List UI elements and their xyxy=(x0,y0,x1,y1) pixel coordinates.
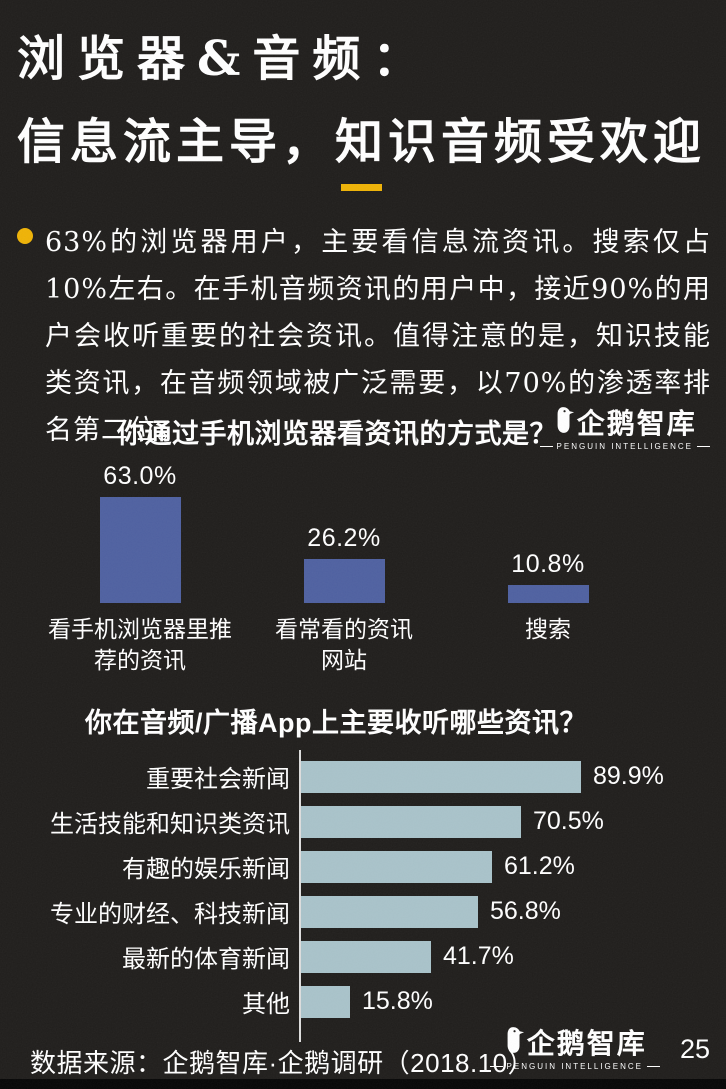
vertical-bar xyxy=(303,559,385,603)
audio-chart-title: 你在音频/广播App上主要收听哪些资讯？ xyxy=(85,708,587,738)
page-title: 浏览器&音频： 信息流主导，知识音频受欢迎 xyxy=(17,18,717,184)
bar-value-label: 10.8% xyxy=(511,550,585,578)
audio-chart-axis-line xyxy=(299,750,301,1042)
bar-value-label: 63.0% xyxy=(103,462,177,490)
bar-value-label: 26.2% xyxy=(307,524,381,552)
bar-category-label: 搜索 xyxy=(525,616,571,642)
bar-category-label: 有趣的娱乐新闻 xyxy=(122,856,290,883)
bar-column: 26.2% 看常看的资讯网站 xyxy=(242,462,446,676)
bottom-edge-strip xyxy=(0,1079,726,1089)
bar-plot-area: 63.0% xyxy=(99,462,181,603)
browser-chart-title: 你通过手机浏览器看资讯的方式是？ xyxy=(117,419,557,449)
horizontal-bar xyxy=(301,850,492,883)
browser-chart-columns: 63.0% 看手机浏览器里推荐的资讯 26.2% 看常看的资讯网站 10.8% 搜索 xyxy=(38,462,650,676)
bar-category-label: 看常看的资讯网站 xyxy=(275,616,413,673)
page-title-line1: 浏览器&音频： xyxy=(17,31,433,87)
bar-row: 专业的财经、科技新闻 56.8% xyxy=(0,889,726,934)
bar-column: 63.0% 看手机浏览器里推荐的资讯 xyxy=(38,462,242,676)
bar-value-label: 61.2% xyxy=(504,852,575,880)
vertical-bar xyxy=(507,585,589,603)
bar-category-label: 最新的体育新闻 xyxy=(122,946,290,973)
bar-value-label: 41.7% xyxy=(443,942,514,970)
bar-row: 有趣的娱乐新闻 61.2% xyxy=(0,844,726,889)
bar-category-label: 其他 xyxy=(242,991,290,1018)
bar-plot-area: 10.8% xyxy=(507,462,589,603)
logo-cn-text: 企鹅智库 xyxy=(526,1028,647,1059)
page-title-line2: 信息流主导，知识音频受欢迎 xyxy=(17,114,707,170)
audio-chart-rows: 重要社会新闻 89.9% 生活技能和知识类资讯 70.5% 有趣的娱乐新闻 61.2% 专业… xyxy=(0,750,726,1042)
bar-value-label: 89.9% xyxy=(593,762,664,790)
horizontal-bar xyxy=(301,940,431,973)
logo-en-text: PENGUIN INTELLIGENCE xyxy=(536,442,714,451)
penguin-intelligence-logo-bottom: 企鹅智库 PENGUIN INTELLIGENCE xyxy=(486,1026,664,1071)
horizontal-bar xyxy=(301,985,350,1018)
penguin-logo-icon xyxy=(503,1026,525,1059)
vertical-bar xyxy=(99,497,181,603)
bar-row: 重要社会新闻 89.9% xyxy=(0,754,726,799)
bar-category-label: 专业的财经、科技新闻 xyxy=(50,901,290,928)
page-number: 25 xyxy=(679,1034,710,1064)
bar-value-label: 56.8% xyxy=(490,897,561,925)
data-source-text: 数据来源：企鹅智库·企鹅调研（2018.10） xyxy=(30,1048,535,1078)
horizontal-bar xyxy=(301,805,521,838)
bar-value-label: 70.5% xyxy=(533,807,604,835)
logo-en-text: PENGUIN INTELLIGENCE xyxy=(486,1062,664,1071)
bar-category-label: 看手机浏览器里推荐的资讯 xyxy=(48,616,232,673)
horizontal-bar xyxy=(301,760,581,793)
bar-row: 最新的体育新闻 41.7% xyxy=(0,934,726,979)
bar-column: 10.8% 搜索 xyxy=(446,462,650,676)
bullet-dot xyxy=(17,228,33,244)
bar-value-label: 15.8% xyxy=(362,987,433,1015)
penguin-intelligence-logo-top: 企鹅智库 PENGUIN INTELLIGENCE xyxy=(536,406,714,451)
logo-cn-text: 企鹅智库 xyxy=(576,408,697,439)
bar-row: 生活技能和知识类资讯 70.5% xyxy=(0,799,726,844)
penguin-logo-icon xyxy=(553,406,575,439)
bar-plot-area: 26.2% xyxy=(303,462,385,603)
horizontal-bar xyxy=(301,895,478,928)
title-underline-dash xyxy=(341,184,382,191)
bar-category-label: 重要社会新闻 xyxy=(146,766,290,793)
bar-row: 其他 15.8% xyxy=(0,979,726,1024)
bar-category-label: 生活技能和知识类资讯 xyxy=(50,811,290,838)
